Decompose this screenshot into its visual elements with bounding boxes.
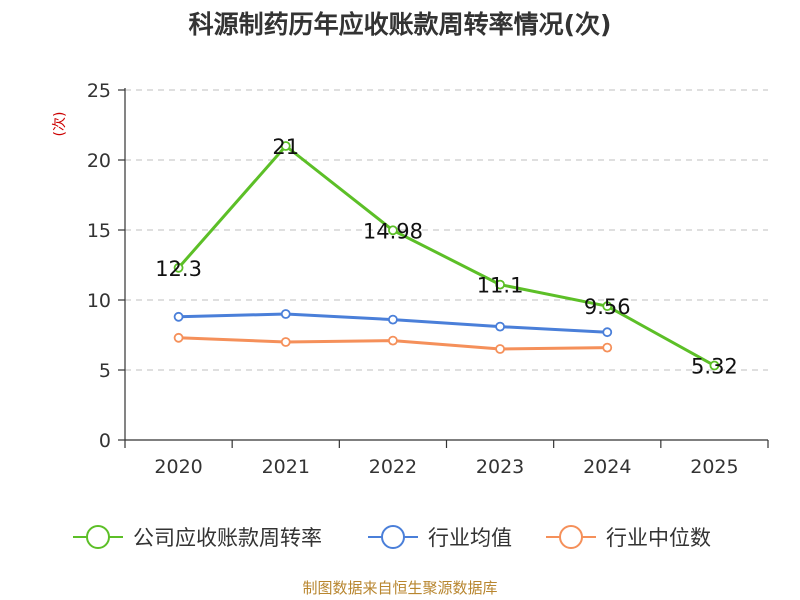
data-point bbox=[280, 337, 291, 347]
data-point bbox=[602, 327, 613, 338]
y-tick-label: 5 bbox=[99, 360, 111, 382]
data-label: 21 bbox=[272, 135, 299, 159]
data-label: 14.98 bbox=[363, 219, 423, 243]
legend: 公司应收账款周转率 行业均值 行业中位数 bbox=[73, 525, 711, 550]
data-point bbox=[495, 344, 505, 354]
data-point bbox=[495, 321, 505, 332]
data-label: 5.32 bbox=[691, 355, 738, 379]
data-point bbox=[280, 141, 291, 151]
data-labels: 12.3 21 14.98 11.1 9.56 5.32 bbox=[155, 135, 738, 379]
legend-label: 公司应收账款周转率 bbox=[133, 526, 322, 550]
series-layer bbox=[173, 141, 720, 371]
data-point bbox=[602, 342, 613, 353]
y-tick-label: 0 bbox=[99, 430, 111, 452]
x-tick-label: 2025 bbox=[690, 456, 738, 478]
source-note: 制图数据来自恒生聚源数据库 bbox=[302, 579, 497, 597]
legend-marker bbox=[86, 525, 110, 549]
gridlines bbox=[125, 89, 768, 371]
data-point bbox=[388, 225, 398, 236]
legend-label: 行业均值 bbox=[428, 526, 512, 550]
legend-marker bbox=[381, 525, 405, 549]
chart-title: 科源制药历年应收账款周转率情况(次) bbox=[189, 10, 612, 39]
y-tick-label: 15 bbox=[87, 220, 111, 242]
y-tick-label: 25 bbox=[87, 80, 111, 102]
data-label: 12.3 bbox=[155, 257, 202, 281]
y-tick-label: 10 bbox=[87, 290, 111, 312]
data-point bbox=[388, 335, 398, 346]
data-point bbox=[173, 332, 184, 343]
y-tick-label: 20 bbox=[87, 150, 111, 172]
data-point bbox=[388, 314, 398, 325]
y-axis-label: (次) bbox=[52, 112, 68, 137]
data-point bbox=[495, 279, 505, 290]
legend-marker bbox=[559, 525, 583, 549]
data-point bbox=[173, 311, 184, 322]
data-label: 11.1 bbox=[477, 274, 524, 298]
x-tick-label: 2020 bbox=[154, 456, 202, 478]
x-tick-label: 2024 bbox=[583, 456, 631, 478]
x-tick-label: 2021 bbox=[262, 456, 310, 478]
x-tick-label: 2023 bbox=[476, 456, 524, 478]
legend-label: 行业中位数 bbox=[606, 526, 711, 550]
data-label: 9.56 bbox=[584, 295, 631, 319]
data-point bbox=[173, 262, 184, 273]
series-line bbox=[177, 144, 716, 367]
data-point bbox=[280, 309, 291, 319]
x-tick-label: 2022 bbox=[369, 456, 417, 478]
data-point bbox=[602, 301, 613, 312]
data-point bbox=[709, 360, 720, 371]
